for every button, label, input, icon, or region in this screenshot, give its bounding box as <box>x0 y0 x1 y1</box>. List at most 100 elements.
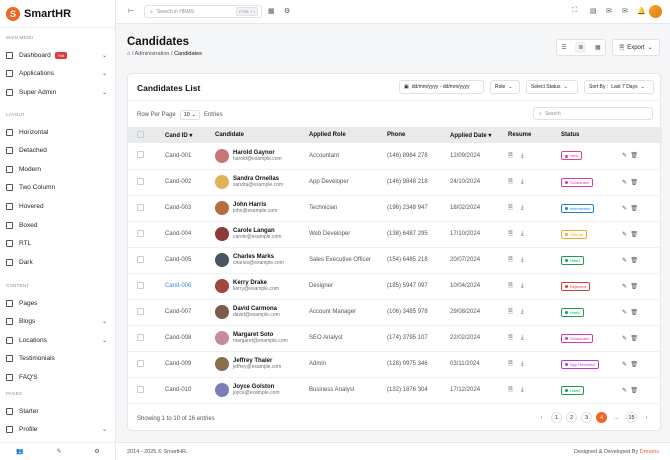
download-icon[interactable]: ⤓ <box>520 361 524 367</box>
row-checkbox[interactable] <box>137 333 144 341</box>
page-2[interactable]: 2 <box>566 412 577 423</box>
row-checkbox[interactable] <box>137 307 144 315</box>
sidebar-item-two-column[interactable]: Two Column <box>6 182 107 194</box>
sidebar-item-applications[interactable]: Applications ⌄ <box>6 68 107 80</box>
settings-icon[interactable]: ⚙ <box>284 8 291 15</box>
sort-dropdown[interactable]: Sort By : Last 7 Days ⌄ <box>584 80 654 94</box>
avatar[interactable] <box>215 201 229 215</box>
breadcrumb-administration[interactable]: Administration <box>134 51 170 57</box>
file-icon[interactable]: 🗎 <box>508 152 513 159</box>
cand-id[interactable]: Cand-007 <box>165 309 192 315</box>
sidebar-item-rtl[interactable]: RTL <box>6 238 107 250</box>
sidebar-toggle-icon[interactable]: ⊢ <box>128 8 135 15</box>
avatar[interactable] <box>215 227 229 241</box>
table-row[interactable]: Cand-004 Carole Langan carole@example.com… <box>128 221 662 247</box>
edit-icon[interactable]: ✎ <box>622 387 628 394</box>
download-icon[interactable]: ⤓ <box>520 179 524 185</box>
download-icon[interactable]: ⤓ <box>520 257 524 263</box>
candidate-name[interactable]: Kerry Drake <box>233 280 268 286</box>
avatar[interactable] <box>215 383 229 397</box>
table-row[interactable]: Cand-006 Kerry Drake kerry@example.com De… <box>128 273 662 299</box>
avatar[interactable] <box>215 253 229 267</box>
edit-icon[interactable]: ✎ <box>622 335 628 342</box>
row-checkbox[interactable] <box>137 281 144 289</box>
prev-page-icon[interactable]: ‹ <box>540 414 543 421</box>
avatar[interactable] <box>215 305 229 319</box>
candidate-name[interactable]: Margaret Soto <box>233 332 274 338</box>
edit-icon[interactable]: ✎ <box>622 231 628 238</box>
row-checkbox[interactable] <box>137 177 144 185</box>
sidebar-item-starter[interactable]: Starter <box>6 405 107 417</box>
sidebar-item-blogs[interactable]: Blogs ⌄ <box>6 316 107 328</box>
candidate-name[interactable]: Harold Gaynor <box>233 149 275 156</box>
page-1[interactable]: 1 <box>551 412 562 423</box>
avatar[interactable] <box>215 279 229 293</box>
file-icon[interactable]: 🗎 <box>508 309 513 315</box>
designer-link[interactable]: Dreams <box>639 449 659 455</box>
page-15[interactable]: 15 <box>626 412 637 423</box>
candidate-name[interactable]: Jeffrey Thaler <box>233 358 273 364</box>
row-checkbox[interactable] <box>137 151 144 159</box>
chat-icon[interactable]: ✎ <box>56 449 62 455</box>
mail-icon[interactable]: ✉ <box>622 8 628 15</box>
edit-icon[interactable]: ✎ <box>622 179 628 186</box>
bell-icon[interactable]: 🔔 <box>637 8 646 15</box>
trash-icon[interactable]: 🗑 <box>630 387 638 394</box>
file-icon[interactable]: 🗎 <box>508 283 513 289</box>
brand[interactable]: S SmartHR <box>0 0 115 28</box>
trash-icon[interactable]: 🗑 <box>630 257 638 264</box>
cand-id[interactable]: Cand-010 <box>165 387 192 393</box>
sidebar-item-dark[interactable]: Dark <box>6 256 107 268</box>
download-icon[interactable]: ⤓ <box>520 387 524 393</box>
sidebar-item-detached[interactable]: Detached <box>6 145 107 157</box>
trash-icon[interactable]: 🗑 <box>630 205 638 212</box>
list-view-active-icon[interactable]: ≣ <box>575 42 587 53</box>
next-page-icon[interactable]: › <box>645 414 648 421</box>
file-icon[interactable]: 🗎 <box>508 361 513 367</box>
table-row[interactable]: Cand-005 Charles Marks charles@example.co… <box>128 247 662 273</box>
sidebar-item-locations[interactable]: Locations ⌄ <box>6 334 107 346</box>
user-avatar[interactable] <box>649 5 662 18</box>
table-search-input[interactable]: ⌕ Search <box>533 107 653 120</box>
sidebar-item-dashboard[interactable]: Dashboard Hot ⌄ <box>6 49 107 61</box>
cand-id[interactable]: Cand-001 <box>165 152 192 159</box>
edit-icon[interactable]: ✎ <box>622 361 628 368</box>
download-icon[interactable]: ⤓ <box>520 231 524 237</box>
download-icon[interactable]: ⤓ <box>520 205 524 211</box>
trash-icon[interactable]: 🗑 <box>630 153 638 160</box>
file-icon[interactable]: 🗎 <box>508 335 513 341</box>
row-checkbox[interactable] <box>137 385 144 393</box>
table-row[interactable]: Cand-002 Sandra Ornellas sandra@example.c… <box>128 169 662 195</box>
file-icon[interactable]: 🗎 <box>508 205 513 211</box>
cand-id[interactable]: Cand-009 <box>165 361 192 367</box>
edit-icon[interactable]: ✎ <box>622 257 628 264</box>
trash-icon[interactable]: 🗑 <box>630 361 638 368</box>
global-search-input[interactable]: ⌕ Search in HRMS CTRL + / <box>144 5 262 18</box>
trash-icon[interactable]: 🗑 <box>630 283 638 290</box>
edit-icon[interactable]: ✎ <box>622 205 628 212</box>
table-row[interactable]: Cand-003 John Harris john@example.com Tec… <box>128 195 662 221</box>
sidebar-item-boxed[interactable]: Boxed <box>6 219 107 231</box>
page-4[interactable]: 4 <box>596 412 607 423</box>
download-icon[interactable]: ⤓ <box>520 335 524 341</box>
candidate-name[interactable]: John Harris <box>233 202 267 208</box>
page-3[interactable]: 3 <box>581 412 592 423</box>
settings-icon[interactable]: ⚙ <box>94 449 100 455</box>
chat-icon[interactable]: ✉ <box>606 8 612 15</box>
cand-id[interactable]: Cand-008 <box>165 335 192 341</box>
rows-per-page-select[interactable]: 10 ⌄ <box>179 110 200 120</box>
sidebar-item-pages[interactable]: Pages <box>6 297 107 309</box>
layout-icon[interactable]: ▤ <box>590 8 597 15</box>
sidebar-item-modern[interactable]: Modern <box>6 163 107 175</box>
edit-icon[interactable]: ✎ <box>622 283 628 290</box>
col-applied-date[interactable]: Applied Date ▾ <box>450 132 492 139</box>
trash-icon[interactable]: 🗑 <box>630 309 638 316</box>
home-icon[interactable]: ⌂ <box>127 51 131 57</box>
avatar[interactable] <box>215 331 229 345</box>
table-row[interactable]: Cand-007 David Carmona david@example.com … <box>128 299 662 325</box>
grid-view-icon[interactable]: ▦ <box>594 45 601 51</box>
file-icon[interactable]: 🗎 <box>508 387 513 393</box>
file-icon[interactable]: 🗎 <box>508 231 513 237</box>
trash-icon[interactable]: 🗑 <box>630 231 638 238</box>
table-row[interactable]: Cand-010 Joyce Golston joyce@example.com … <box>128 377 662 403</box>
